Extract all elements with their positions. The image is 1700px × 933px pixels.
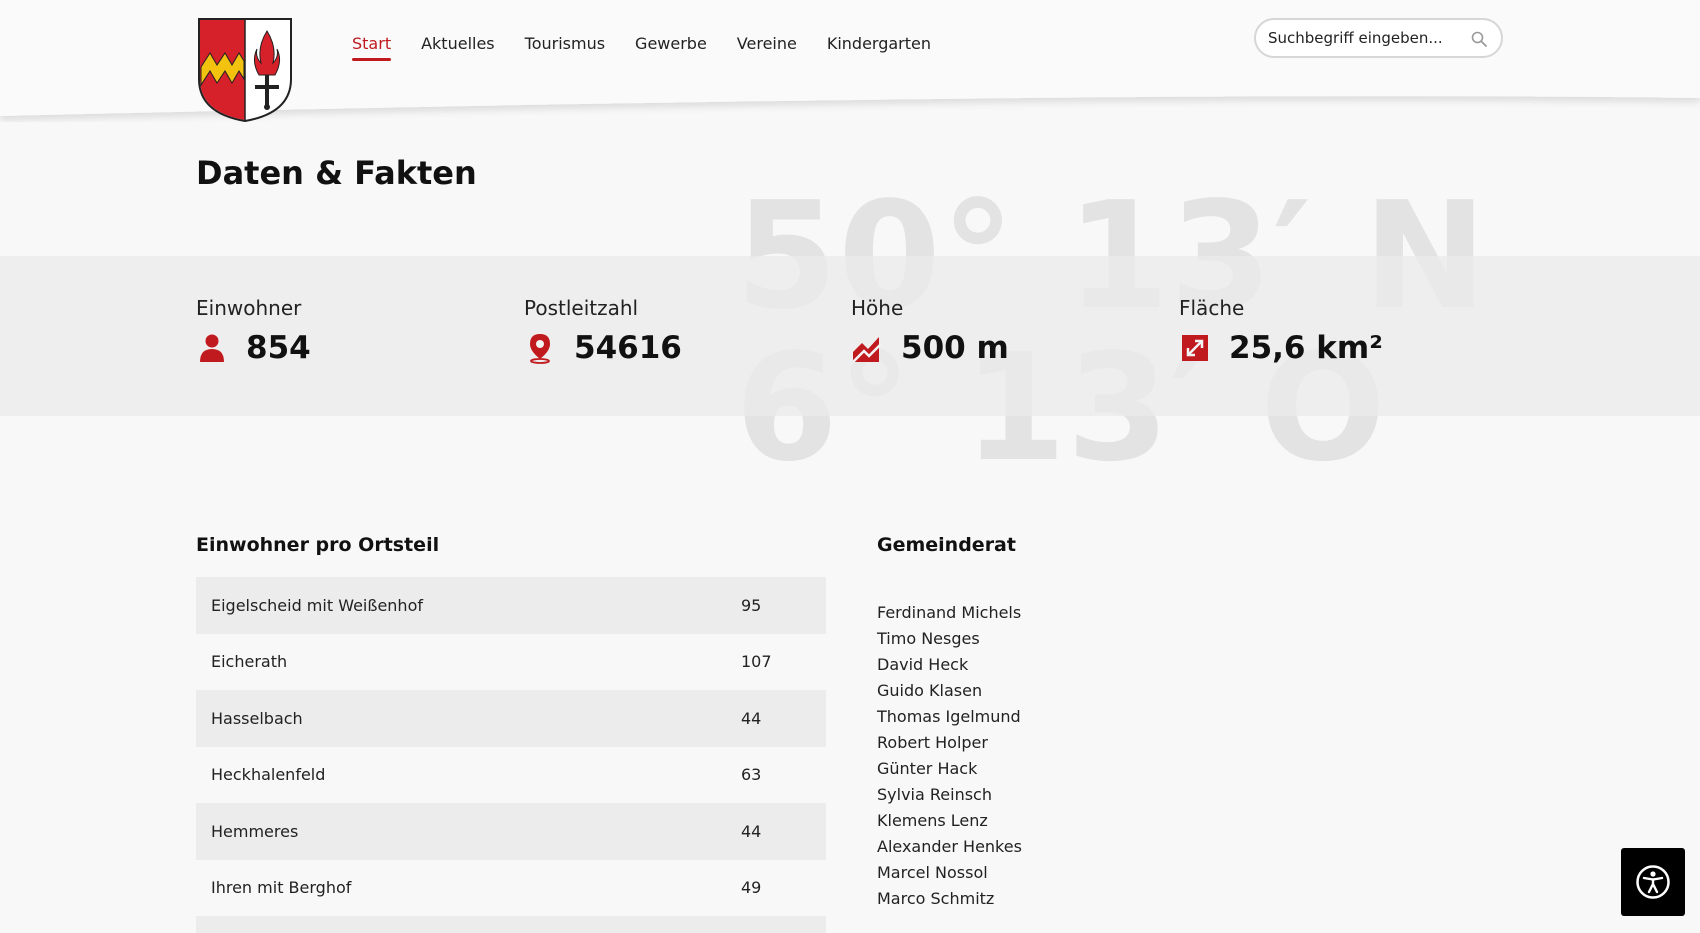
list-item: Ferdinand Michels [877, 603, 1022, 622]
fact-label: Fläche [1179, 296, 1245, 320]
nav-item-start[interactable]: Start [352, 34, 392, 61]
ortsteile-table: Eigelscheid mit Weißenhof 95 Eicherath 1… [196, 577, 826, 933]
list-item: Robert Holper [877, 733, 988, 752]
ortsteil-count: 107 [741, 652, 772, 672]
map-pin-icon [530, 334, 550, 364]
fact-einwohner: Einwohner 854 [196, 296, 311, 366]
list-item: Sylvia Reinsch [877, 785, 992, 804]
table-row: Hasselbach 44 [196, 690, 826, 747]
ortsteil-name: Ihren mit Berghof [211, 878, 352, 898]
list-item: Guido Klasen [877, 681, 983, 700]
list-item: Klemens Lenz [877, 811, 988, 830]
area-expand-icon [1182, 335, 1208, 361]
ortsteil-name: Hemmeres [211, 821, 299, 841]
ortsteil-count: 44 [741, 708, 762, 728]
nav-item-vereine[interactable]: Vereine [736, 34, 797, 53]
site-header: Start Aktuelles Tourismus Gewerbe Verein… [0, 0, 1700, 123]
fact-value: 54616 [574, 330, 682, 366]
fact-label: Einwohner [196, 296, 302, 320]
search-input[interactable] [1268, 29, 1458, 47]
list-item: Marco Schmitz [877, 889, 995, 908]
nav-item-aktuelles[interactable]: Aktuelles [421, 34, 495, 53]
main-nav: Start Aktuelles Tourismus Gewerbe Verein… [352, 34, 961, 61]
accessibility-button[interactable] [1621, 848, 1685, 916]
facts-band [0, 256, 1700, 416]
fact-hoehe: Höhe 500 m [851, 296, 1009, 366]
nav-item-gewerbe[interactable]: Gewerbe [635, 34, 707, 53]
fact-postleitzahl: Postleitzahl 54616 [524, 296, 682, 366]
list-item: David Heck [877, 655, 969, 674]
list-item: Timo Nesges [877, 629, 980, 648]
ortsteil-name: Hasselbach [211, 708, 303, 728]
list-item: Thomas Igelmund [877, 707, 1021, 726]
fact-label: Höhe [851, 296, 904, 320]
table-row: Ihren mit Berghof 49 [196, 860, 826, 917]
ortsteil-count: 95 [741, 595, 762, 615]
coat-of-arms-logo[interactable] [197, 17, 293, 123]
fact-label: Postleitzahl [524, 296, 639, 320]
search-box [1254, 18, 1503, 58]
gemeinderat-title: Gemeinderat [877, 534, 1016, 556]
ortsteile-title: Einwohner pro Ortsteil [196, 534, 440, 556]
fact-value: 500 m [901, 330, 1009, 366]
table-row: Hemmeres 44 [196, 803, 826, 860]
search-icon[interactable] [1471, 31, 1487, 47]
ortsteil-name: Eigelscheid mit Weißenhof [211, 595, 423, 615]
list-item: Alexander Henkes [877, 837, 1022, 856]
ortsteil-name: Heckhalenfeld [211, 765, 326, 785]
accessibility-icon [1636, 865, 1670, 899]
ortsteil-name: Eicherath [211, 652, 288, 672]
gemeinderat-list: Ferdinand Michels Timo Nesges David Heck… [877, 600, 1022, 912]
fact-flaeche: Fläche 25,6 km² [1179, 296, 1383, 366]
fact-value: 854 [246, 330, 311, 366]
ortsteil-count: 49 [741, 878, 762, 898]
list-item: Günter Hack [877, 759, 978, 778]
table-row: Eigelscheid mit Weißenhof 95 [196, 577, 826, 634]
table-row-partial [196, 916, 826, 933]
ortsteil-count: 63 [741, 765, 762, 785]
page-title: Daten & Fakten [196, 154, 477, 192]
person-icon [200, 334, 224, 362]
nav-item-tourismus[interactable]: Tourismus [524, 34, 606, 53]
elevation-chart-icon [852, 337, 882, 363]
fact-value: 25,6 km² [1229, 330, 1383, 366]
nav-item-kindergarten[interactable]: Kindergarten [826, 34, 932, 53]
table-row: Heckhalenfeld 63 [196, 747, 826, 804]
ortsteil-count: 44 [741, 821, 762, 841]
table-row: Eicherath 107 [196, 634, 826, 691]
list-item: Marcel Nossol [877, 863, 988, 882]
